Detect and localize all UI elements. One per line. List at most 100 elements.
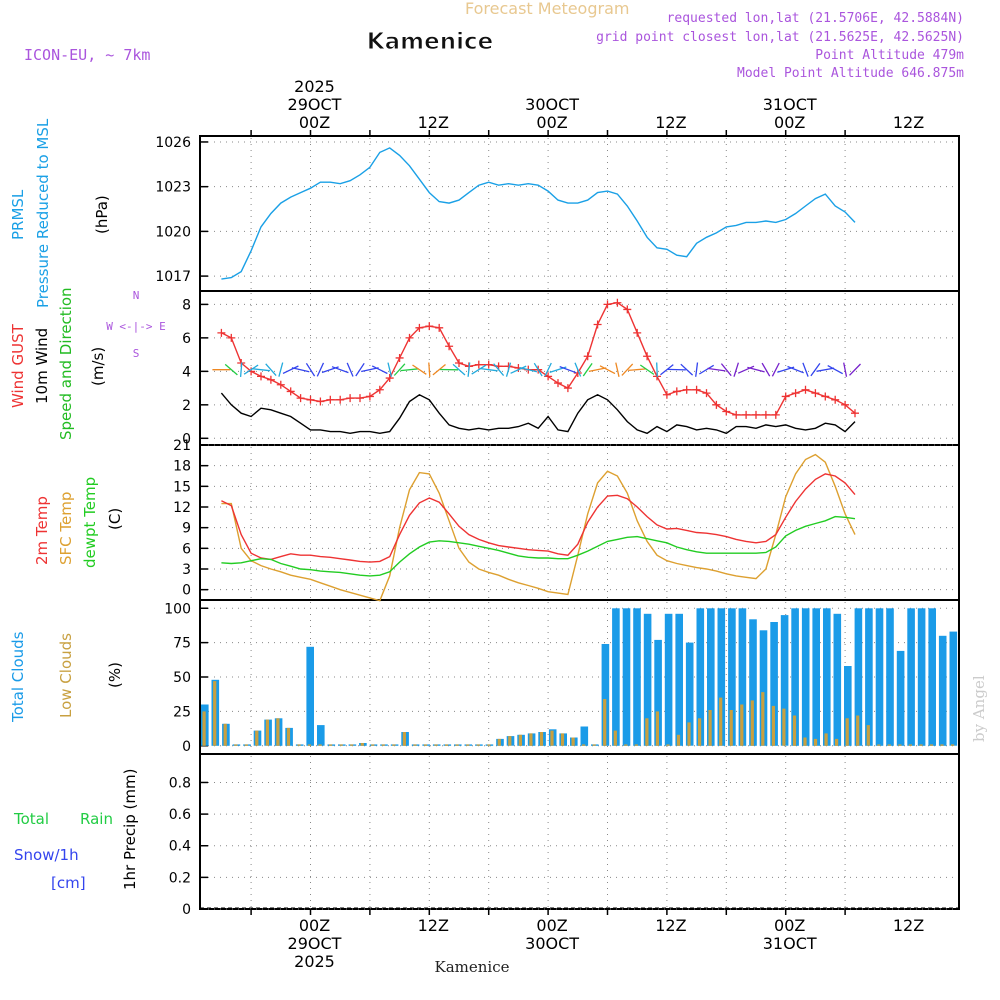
grid-lines bbox=[202, 138, 957, 910]
total-cloud-bar bbox=[685, 642, 694, 746]
wind-direction-arrow bbox=[588, 367, 607, 373]
grid-point-coords: grid point closest lon,lat (21.5625E, 42… bbox=[596, 30, 964, 45]
low-cloud-bar bbox=[940, 744, 944, 746]
time-label-bottom: 29OCT bbox=[288, 934, 342, 953]
low-cloud-bar bbox=[603, 699, 607, 746]
time-label-top: 2025 bbox=[294, 77, 335, 96]
wind-gust-line-marker bbox=[375, 385, 384, 394]
wind-gust-line-marker bbox=[583, 352, 592, 361]
wind-direction-arrow bbox=[265, 363, 277, 377]
wind-gust-line-marker bbox=[365, 392, 374, 401]
wind-gust-line-marker bbox=[554, 379, 562, 388]
time-label-bottom: 00Z bbox=[774, 916, 805, 935]
low-cloud-bar bbox=[571, 737, 575, 746]
compass-west-east: W <-|-> E bbox=[106, 320, 166, 333]
location-title: Kamenice bbox=[367, 29, 493, 55]
wind-direction-arrow bbox=[667, 368, 686, 371]
low-cloud-bar bbox=[297, 744, 301, 746]
wind-gust-line-marker bbox=[841, 400, 850, 409]
label-total: Total bbox=[13, 810, 49, 828]
time-label-bottom: 12Z bbox=[418, 916, 449, 935]
low-cloud-bar bbox=[402, 732, 406, 746]
low-cloud-bar bbox=[487, 744, 491, 746]
wind-gust-line-marker bbox=[405, 333, 414, 342]
total-cloud-bar bbox=[633, 608, 641, 746]
plot-frame bbox=[199, 135, 960, 910]
y-tick-label: 0.6 bbox=[169, 807, 191, 823]
wind-direction-arrow bbox=[243, 364, 259, 375]
y-tick-label: 0 bbox=[182, 739, 191, 755]
wind-direction-arrow bbox=[771, 362, 780, 377]
low-cloud-bar bbox=[529, 733, 533, 746]
low-cloud-bar bbox=[698, 718, 702, 746]
low-cloud-bar bbox=[582, 744, 586, 746]
wind-gust-line-marker bbox=[425, 322, 434, 331]
wind-direction-arrow bbox=[305, 362, 316, 377]
label-prmsl: PRMSL bbox=[9, 189, 27, 240]
wind-gust-line-marker bbox=[613, 298, 622, 307]
y-tick-label: 21 bbox=[173, 438, 191, 454]
wind-direction-arrow bbox=[747, 366, 765, 373]
total-cloud-bar bbox=[833, 613, 842, 746]
label-10m-wind: 10m Wind bbox=[33, 328, 51, 404]
low-cloud-bar bbox=[676, 734, 681, 746]
wind-gust-line-marker bbox=[722, 407, 731, 416]
label-total-clouds: Total Clouds bbox=[9, 631, 27, 723]
low-cloud-bar bbox=[887, 744, 891, 746]
wind-gust-line-marker bbox=[593, 320, 602, 329]
time-label-top: 29OCT bbox=[288, 95, 342, 114]
low-cloud-bar bbox=[771, 705, 775, 746]
wind-gust-line-marker bbox=[563, 384, 572, 393]
low-cloud-bar bbox=[539, 732, 544, 746]
wind-gust-line-marker bbox=[811, 389, 820, 398]
low-cloud-bar bbox=[592, 744, 596, 746]
total-cloud-bar bbox=[780, 615, 789, 746]
total-cloud-bar bbox=[707, 608, 715, 746]
wind-gust-line-marker bbox=[682, 385, 691, 394]
wind-direction-arrow bbox=[316, 362, 325, 377]
point-altitude: Point Altitude 479m bbox=[815, 48, 964, 63]
wind-direction-arrow bbox=[331, 366, 349, 374]
low-cloud-bar bbox=[898, 744, 902, 746]
label-sfc-temp: SFC Temp bbox=[57, 492, 75, 565]
time-label-top: 00Z bbox=[774, 113, 805, 132]
wind-gust-line-marker bbox=[633, 328, 642, 337]
t2m-temp-line bbox=[221, 473, 856, 563]
low-cloud-bar bbox=[423, 744, 428, 746]
wind-direction-arrow bbox=[698, 364, 715, 375]
label-dewpt-temp: dewpt Temp bbox=[81, 477, 99, 568]
wind-gust-line-marker bbox=[445, 342, 454, 351]
temperature-panel bbox=[221, 453, 856, 602]
y-tick-label: 1026 bbox=[155, 135, 191, 151]
total-cloud-bar bbox=[844, 666, 852, 746]
low-cloud-bar bbox=[265, 719, 269, 746]
panel-frames bbox=[199, 135, 960, 910]
wind-gust-line-marker bbox=[732, 410, 741, 419]
wind-gust-line-marker bbox=[752, 410, 760, 419]
wind-direction-arrow bbox=[400, 368, 419, 372]
label-pressure-msl: Pressure Reduced to MSL bbox=[34, 118, 52, 308]
y-tick-label: 100 bbox=[164, 601, 191, 617]
wind-direction-arrow bbox=[519, 366, 538, 373]
total-cloud-bar bbox=[654, 639, 662, 746]
low-cloud-bar bbox=[455, 744, 459, 746]
low-cloud-bar bbox=[845, 718, 849, 746]
low-cloud-bar bbox=[413, 744, 417, 746]
y-tick-label: 12 bbox=[173, 500, 191, 516]
low-cloud-bar bbox=[371, 744, 375, 746]
cloud-panel bbox=[201, 608, 958, 746]
time-label-top: 12Z bbox=[893, 113, 924, 132]
wind-direction-arrow bbox=[827, 365, 844, 375]
label-snow: Snow/1h bbox=[14, 846, 79, 864]
model-altitude: Model Point Altitude 646.875m bbox=[737, 66, 964, 81]
low-cloud-bar bbox=[466, 744, 470, 746]
total-cloud-bar bbox=[759, 630, 768, 746]
pressure-panel bbox=[221, 147, 856, 280]
total-cloud-bar bbox=[907, 608, 915, 746]
wind-direction-arrow bbox=[737, 365, 755, 374]
y-tick-label: 50 bbox=[173, 670, 191, 686]
label-wind-gust: Wind GUST bbox=[9, 323, 27, 408]
wind-gust-line-marker bbox=[395, 353, 404, 362]
wind-gust-line-marker bbox=[385, 374, 394, 383]
